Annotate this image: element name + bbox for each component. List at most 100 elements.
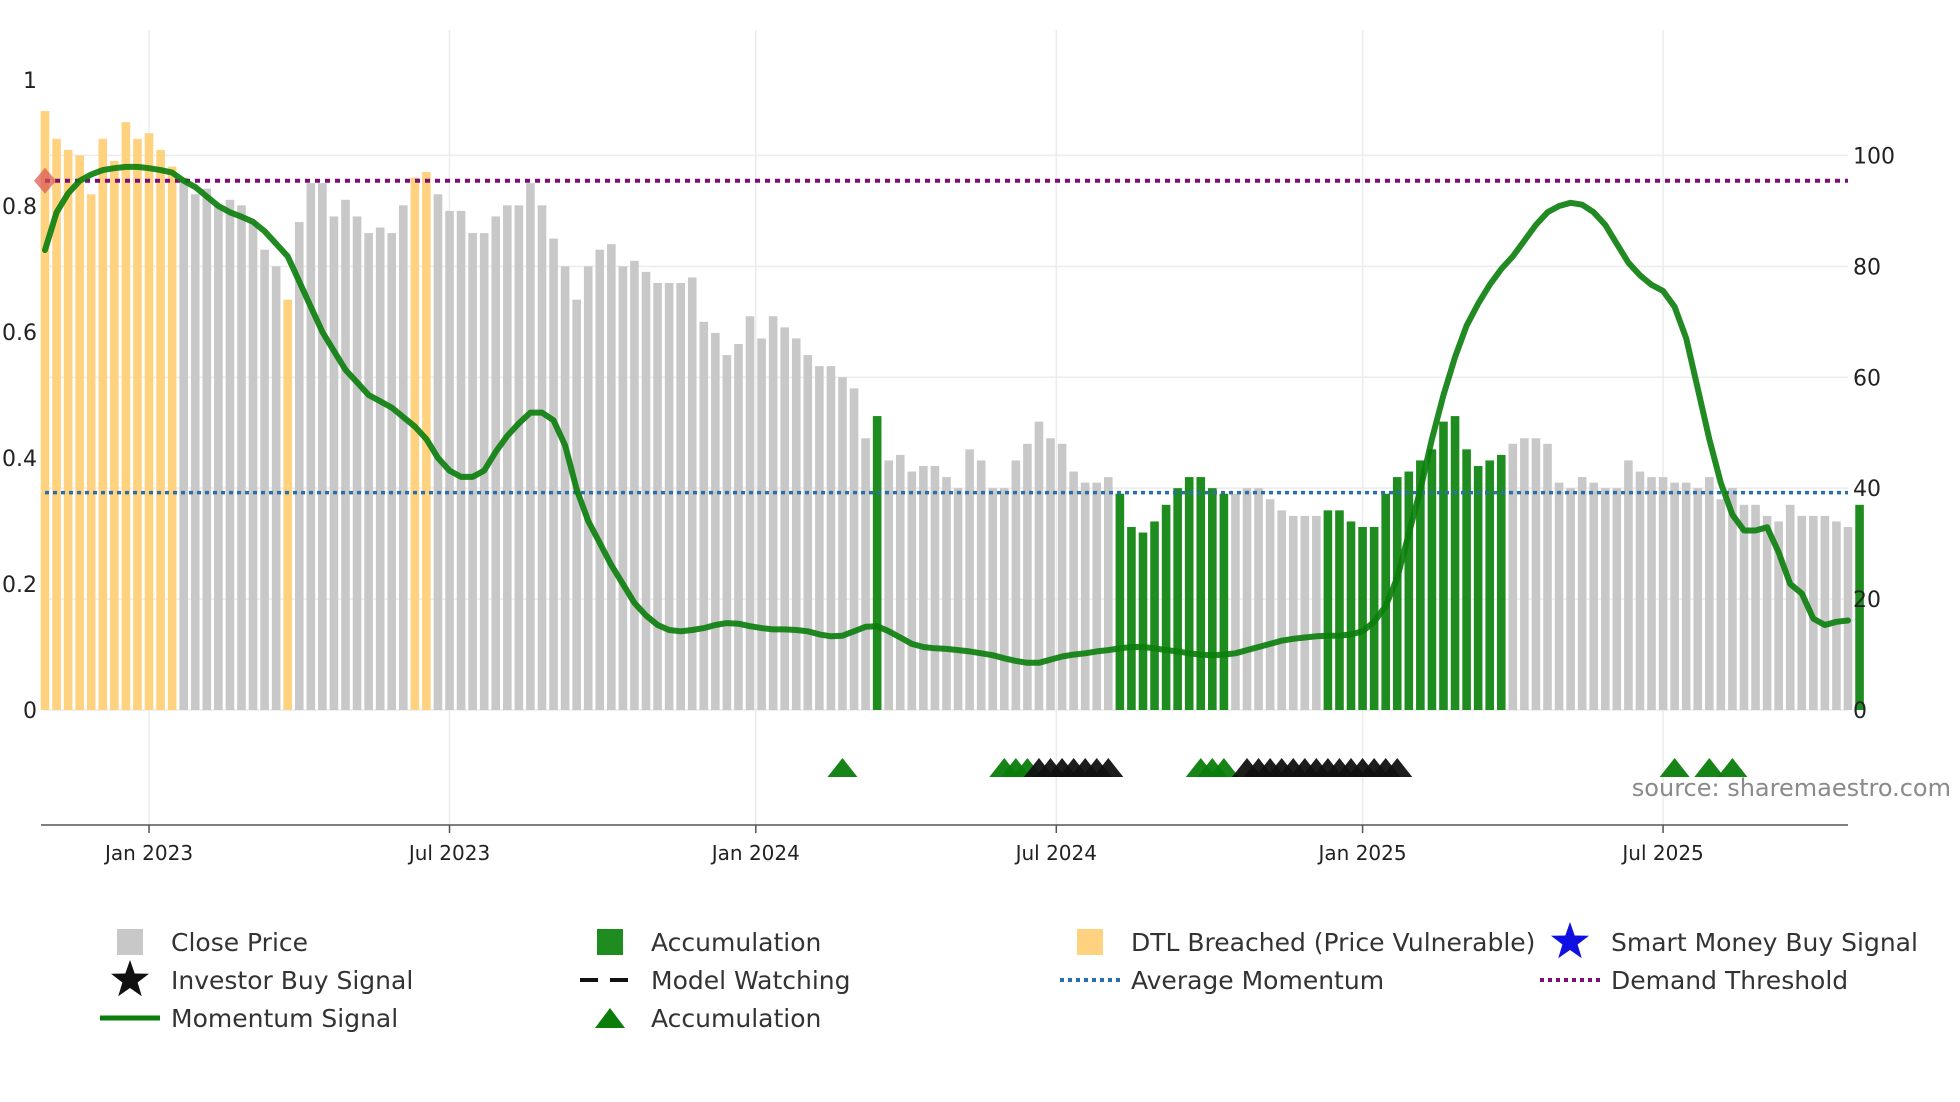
close-price-bar <box>1508 443 1518 710</box>
right-axis-tick-label: 40 <box>1853 477 1881 502</box>
left-axis-tick-label: 0.8 <box>2 195 37 220</box>
close-price-bar <box>699 321 709 710</box>
legend-marker-orange-square <box>1077 929 1103 955</box>
accumulation-bar <box>1208 488 1217 710</box>
close-price-bar <box>1624 460 1633 710</box>
close-price-bar <box>1312 515 1321 710</box>
close-price-bar <box>1635 471 1645 710</box>
close-price-bar <box>734 343 743 710</box>
right-axis-tick-label: 80 <box>1853 255 1881 280</box>
close-price-bar <box>791 338 801 710</box>
close-price-bar <box>999 488 1009 710</box>
close-price-bar <box>294 221 304 710</box>
legend-label: Average Momentum <box>1131 966 1384 995</box>
close-price-bar <box>1265 499 1275 710</box>
right-axis-tick-label: 60 <box>1853 366 1881 391</box>
close-price-bar <box>1531 438 1541 710</box>
close-price-bar <box>1300 515 1310 710</box>
accumulation-bar <box>872 416 882 710</box>
accumulation-bar <box>1115 493 1125 710</box>
accumulation-triangle <box>827 758 858 777</box>
close-price-bar <box>757 338 766 710</box>
accumulation-triangle <box>1717 758 1748 777</box>
close-price-bar <box>976 460 986 710</box>
accumulation-bar <box>1450 416 1460 710</box>
accumulation-bar <box>1496 454 1506 710</box>
accumulation-bar <box>1473 465 1483 710</box>
close-price-bar <box>768 316 778 710</box>
close-price-bar <box>884 460 894 710</box>
right-axis-tick-label: 100 <box>1853 144 1895 169</box>
close-price-bar <box>595 249 605 711</box>
dtl-breached-bar <box>98 138 108 710</box>
close-price-bar <box>664 282 674 710</box>
right-axis-tick-label: 20 <box>1853 588 1881 613</box>
close-price-bar <box>1034 421 1044 710</box>
close-price-bar <box>1046 438 1055 710</box>
accumulation-triangle <box>1659 758 1690 777</box>
left-axis-tick-label: 0 <box>23 699 37 724</box>
close-price-bar <box>433 194 443 711</box>
close-price-bar <box>1612 488 1622 710</box>
close-price-bar <box>930 465 940 710</box>
legend-label: Momentum Signal <box>171 1004 398 1033</box>
accumulation-bar <box>1219 493 1229 710</box>
close-price-bar <box>271 266 281 710</box>
close-price-bar <box>919 465 928 710</box>
close-price-bar <box>907 471 917 710</box>
close-price-bar <box>942 477 951 710</box>
dtl-breached-bar <box>86 194 96 711</box>
close-price-bar <box>260 249 269 711</box>
close-price-bar <box>618 266 628 710</box>
close-price-bar <box>1739 504 1749 710</box>
accumulation-bar <box>1358 526 1367 710</box>
legend-marker-gray-square <box>117 929 143 955</box>
close-price-bar <box>398 205 408 710</box>
close-price-bar <box>630 260 639 710</box>
close-price-bar <box>1554 482 1564 710</box>
close-price-bar <box>572 299 581 710</box>
close-price-bar <box>248 221 258 710</box>
accumulation-bar <box>1150 521 1159 710</box>
accumulation-bar <box>1485 460 1495 710</box>
dtl-breached-bar <box>156 149 165 710</box>
close-price-bar <box>1069 471 1078 710</box>
accumulation-triangle <box>1694 758 1725 777</box>
close-price-bar <box>1231 493 1240 710</box>
close-price-bar <box>583 266 593 710</box>
close-price-bar <box>1647 477 1656 710</box>
close-price-bar <box>445 210 454 710</box>
dtl-breached-bar <box>52 138 61 710</box>
close-price-bar <box>1774 521 1783 710</box>
close-price-bar <box>1681 482 1691 710</box>
close-price-bar <box>711 332 720 710</box>
close-price-bar <box>225 199 235 710</box>
close-price-bar <box>722 355 732 710</box>
close-price-bar <box>1254 488 1263 710</box>
momentum-signal-group <box>42 163 1851 666</box>
close-price-bar <box>1705 477 1714 710</box>
close-price-bar <box>1288 515 1298 710</box>
dtl-breached-bar <box>144 133 154 710</box>
dtl-breached-bar <box>133 138 142 710</box>
close-price-bar <box>1693 488 1703 710</box>
breach-diamond-marker <box>34 167 56 194</box>
close-price-bar <box>1600 488 1610 710</box>
close-price-bar <box>1023 443 1032 710</box>
close-price-bar <box>1011 460 1021 710</box>
close-price-bar <box>965 449 974 710</box>
close-price-bar <box>491 216 501 710</box>
dtl-breached-bar <box>167 166 177 710</box>
x-axis-tick-label: Jan 2024 <box>710 841 800 865</box>
close-price-bar <box>1520 438 1529 710</box>
dtl-breached-bar <box>40 111 50 710</box>
left-axis-tick-label: 0.6 <box>2 321 37 346</box>
close-price-bar <box>1277 510 1286 710</box>
right-axis-tick-label: 0 <box>1853 699 1867 724</box>
close-price-bar <box>352 216 362 710</box>
close-price-bar <box>1057 443 1067 710</box>
accumulation-bar <box>1335 510 1344 710</box>
close-price-bar <box>468 233 477 710</box>
x-axis-tick-label: Jul 2023 <box>407 841 490 865</box>
